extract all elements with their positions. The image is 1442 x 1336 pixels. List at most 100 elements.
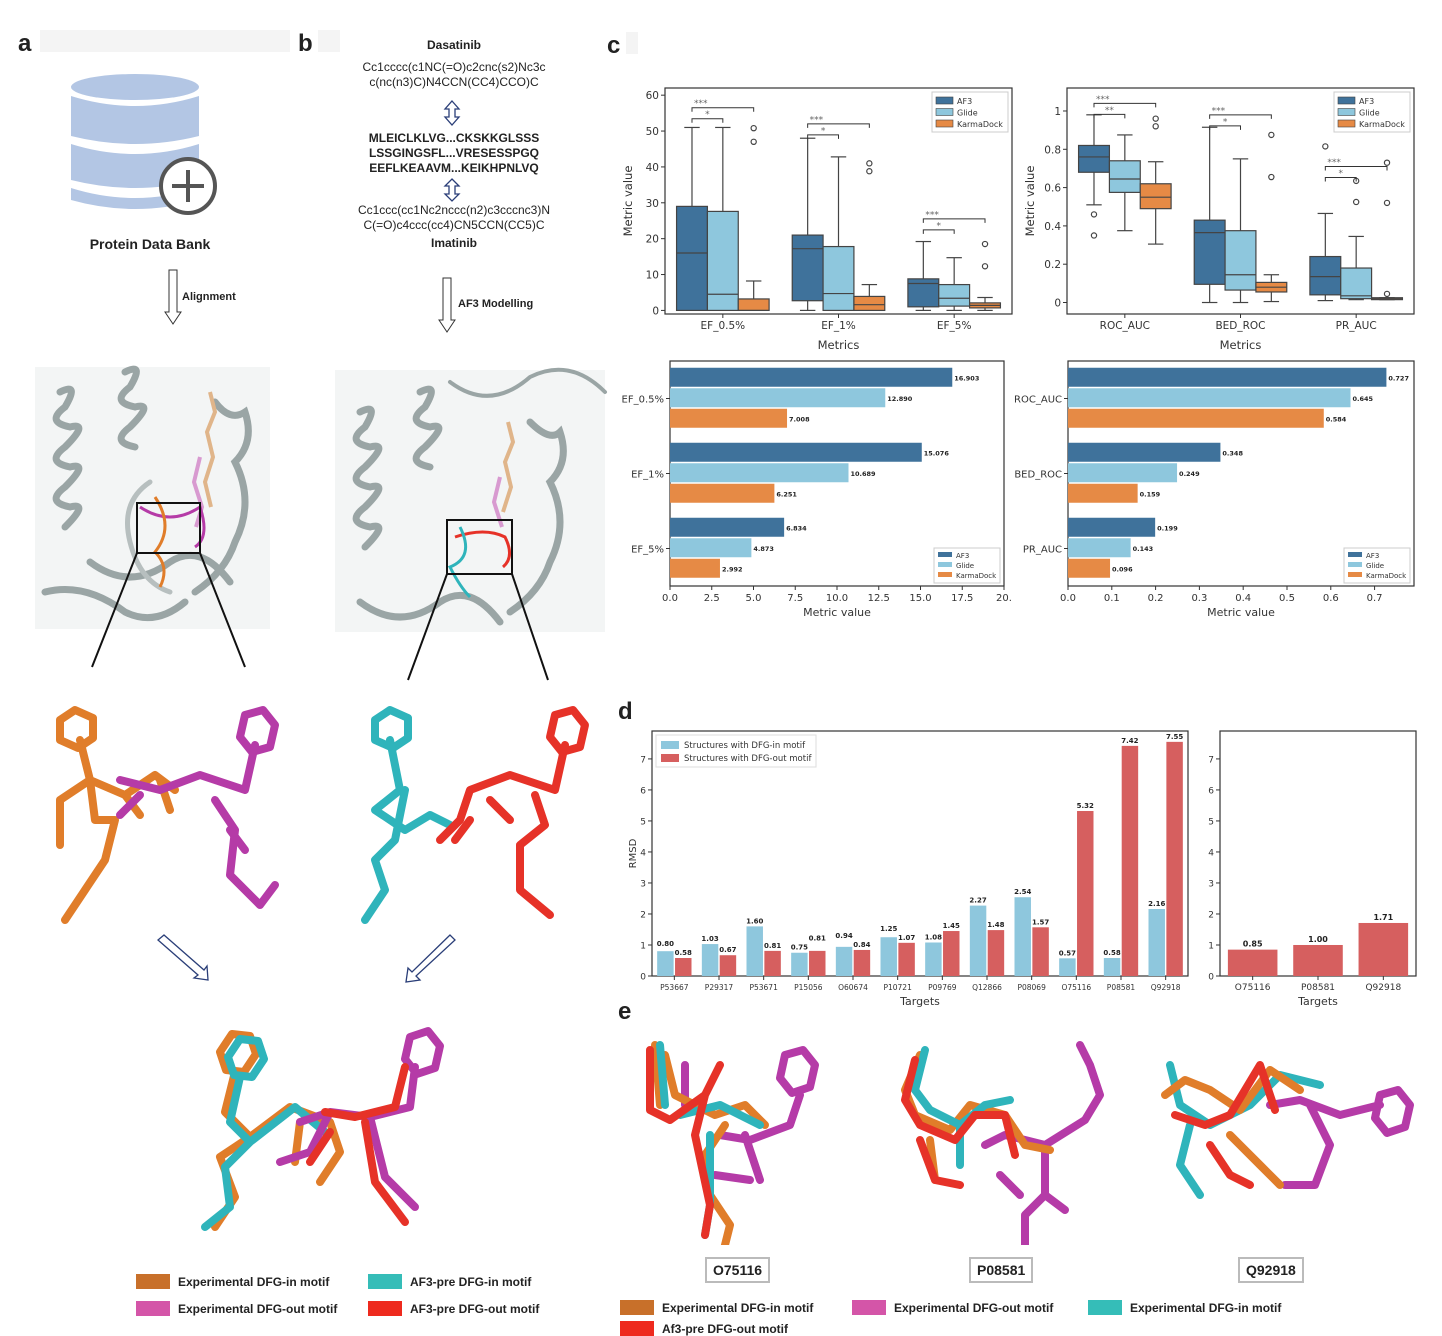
bar-KarmaDock bbox=[670, 408, 788, 428]
y-tick-label: 0.6 bbox=[1044, 183, 1061, 195]
outlier-point bbox=[866, 168, 873, 175]
y-tick-label: 3 bbox=[640, 879, 646, 889]
outlier-point bbox=[1268, 173, 1275, 181]
bar-value-label: 1.25 bbox=[880, 925, 897, 933]
bar-dfg-in bbox=[969, 905, 987, 976]
bar-dfg-out bbox=[1121, 745, 1139, 976]
y-tick-label: 1 bbox=[640, 941, 646, 951]
bar-value-label: 0.727 bbox=[1388, 375, 1409, 383]
x-tick-label: P08581 bbox=[1107, 983, 1136, 992]
bar-KarmaDock bbox=[670, 558, 720, 578]
pdb-label: Protein Data Bank bbox=[89, 236, 211, 252]
x-tick-label: 0.0 bbox=[1060, 593, 1076, 604]
x-tick-label: 7.5 bbox=[787, 593, 803, 604]
y-tick-label: 0 bbox=[640, 973, 646, 983]
x-tick-label: EF_1% bbox=[821, 320, 856, 332]
alignment-label: Alignment bbox=[182, 291, 236, 303]
x-tick-label: 10.0 bbox=[826, 593, 848, 604]
chart-c3-ef-barh: 0.0 2.5 5.0 7.5 10.0 12.5 15.0 17.5 20. Metric va… bbox=[622, 360, 1012, 619]
x-axis-label: Targets bbox=[1297, 995, 1338, 1008]
y-tick-label: 4 bbox=[1208, 848, 1214, 858]
bar-value-label: 0.096 bbox=[1112, 566, 1133, 574]
x-tick-label: EF_0.5% bbox=[701, 320, 746, 332]
panel-letter-d: d bbox=[618, 698, 633, 725]
legend-swatch bbox=[938, 562, 952, 567]
box-AF3 bbox=[1077, 144, 1111, 173]
x-tick-label: 0.0 bbox=[662, 593, 678, 604]
superposition-q92918 bbox=[1161, 1061, 1414, 1199]
y-axis-label: RMSD bbox=[628, 838, 639, 868]
legend-swatch bbox=[368, 1274, 402, 1289]
bar-dfg-out bbox=[1032, 927, 1049, 976]
bar-value-label: 0.58 bbox=[1103, 949, 1120, 957]
legend-swatch bbox=[938, 552, 952, 557]
bar-dfg-out bbox=[1077, 811, 1094, 976]
bar-value-label: 0.85 bbox=[1243, 940, 1263, 949]
legend-label: AF3-pre DFG-out motif bbox=[410, 1301, 540, 1316]
bar-value-label: 0.584 bbox=[1326, 416, 1347, 424]
x-tick-label: P53671 bbox=[749, 983, 778, 992]
box-Glide bbox=[706, 210, 739, 312]
bar-value-label: 16.903 bbox=[954, 375, 979, 383]
bar-dfg-out bbox=[764, 950, 781, 976]
legend-label: Structures with DFG-out motif bbox=[684, 754, 812, 764]
x-tick-label: O75116 bbox=[1061, 983, 1091, 992]
legend-swatch bbox=[136, 1274, 170, 1289]
x-tick-label: Q92918 bbox=[1365, 983, 1401, 993]
bar-dfg-in bbox=[1103, 958, 1121, 976]
legend-label: Experimental DFG-in motif bbox=[662, 1300, 814, 1315]
legend-label: Experimental DFG-out motif bbox=[894, 1300, 1054, 1315]
legend-label: AF3 bbox=[957, 97, 972, 106]
bar-value-label: 0.645 bbox=[1352, 395, 1373, 403]
ab-legend: Experimental DFG-in motif AF3-pre DFG-in… bbox=[136, 1274, 576, 1316]
x-tick-label: 12.5 bbox=[868, 593, 890, 604]
bar-value-label: 5.32 bbox=[1077, 802, 1094, 810]
x-tick-label: P29317 bbox=[705, 983, 734, 992]
legend-label: Experimental DFG-in motif bbox=[178, 1274, 330, 1289]
box-KarmaDock bbox=[737, 298, 770, 312]
smiles-line: c(nc(n3)C)N4CCN(CC4)CCO)C bbox=[369, 75, 539, 89]
significance-label: * bbox=[705, 110, 710, 120]
panel-letter-b: b bbox=[298, 30, 313, 57]
superposed-motif-sticks bbox=[201, 1027, 444, 1231]
x-tick-label: 0.2 bbox=[1148, 593, 1164, 604]
bar-dfg-in bbox=[791, 952, 808, 976]
box-AF3 bbox=[791, 234, 824, 302]
significance-bracket bbox=[1093, 102, 1157, 108]
x-tick-label: PR_AUC bbox=[1336, 320, 1377, 332]
bar-dfg-out bbox=[1227, 949, 1278, 976]
bar-value-label: 7.42 bbox=[1121, 737, 1138, 745]
bar-Glide bbox=[1068, 463, 1178, 483]
bar-dfg-out bbox=[1166, 741, 1183, 976]
x-tick-label: 2.5 bbox=[704, 593, 720, 604]
legend-swatch bbox=[1337, 108, 1356, 116]
x-tick-label: 0.1 bbox=[1104, 593, 1120, 604]
y-tick-label: 2 bbox=[640, 910, 646, 920]
legend-label: KarmaDock bbox=[956, 572, 997, 580]
sequence-line: MLEICLKLVG...CKSKKGLSSS bbox=[368, 131, 540, 145]
y-tick-label: 5 bbox=[640, 817, 646, 827]
protein-structure-predicted bbox=[335, 367, 607, 632]
double-arrow-icon bbox=[443, 100, 461, 126]
x-tick-label: P08581 bbox=[1301, 983, 1335, 993]
box-Glide bbox=[1224, 230, 1257, 291]
y-axis-label: Metric value bbox=[621, 166, 635, 237]
y-tick-label: EF_1% bbox=[631, 470, 664, 481]
bar-dfg-in bbox=[880, 937, 897, 976]
legend-label: Glide bbox=[1359, 109, 1380, 118]
outlier-point bbox=[1383, 159, 1391, 166]
chart-c1-ef-boxplot: 0 10 20 30 40 50 60 Metric value Metrics EF_0.5% E… bbox=[621, 87, 1013, 352]
bar-value-label: 15.076 bbox=[924, 450, 950, 458]
bar-value-label: 2.992 bbox=[722, 566, 743, 574]
bar-value-label: 7.55 bbox=[1166, 733, 1183, 741]
legend-label: KarmaDock bbox=[957, 120, 1003, 129]
bar-value-label: 1.08 bbox=[925, 934, 942, 942]
y-tick-label: 0 bbox=[1208, 973, 1214, 983]
significance-label: *** bbox=[694, 99, 708, 109]
x-tick-label: P09769 bbox=[928, 983, 957, 992]
x-tick-label: 17.5 bbox=[951, 593, 973, 604]
bar-value-label: 0.249 bbox=[1179, 470, 1200, 478]
y-tick-label: 2 bbox=[1208, 910, 1214, 920]
dasatinib-smiles: Cc1cccc(c1NC(=O)c2cnc(s2)Nc3c c(nc(n3)C)… bbox=[334, 60, 574, 90]
bar-AF3 bbox=[670, 517, 785, 537]
